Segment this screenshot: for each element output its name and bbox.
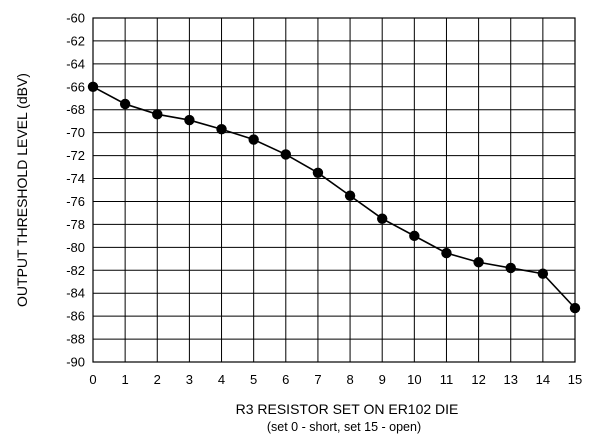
x-tick-label-1: 1 [122,372,129,387]
data-point-9 [377,213,387,223]
data-point-2 [152,109,162,119]
y-tick-labels: -60 -62 -64 -66 -68 -70 -72 -74 -76 -78 -80 -82 -84 -… [66,11,85,370]
y-tick-label-13: -86 [66,309,85,324]
y-tick-label-2: -64 [66,56,85,71]
y-tick-label-1: -62 [66,33,85,48]
x-tick-label-13: 13 [503,372,517,387]
x-tick-label-0: 0 [89,372,96,387]
x-tick-labels: 0 1 2 3 4 5 6 7 8 9 10 11 12 13 14 15 [89,372,582,387]
y-tick-label-0: -60 [66,11,85,26]
x-tick-label-10: 10 [407,372,421,387]
data-point-10 [409,231,419,241]
y-tick-label-14: -88 [66,332,85,347]
y-axis-label: OUTPUT THRESHOLD LEVEL (dBV) [14,73,30,307]
data-point-3 [184,115,194,125]
y-tick-label-6: -72 [66,148,85,163]
data-point-14 [538,269,548,279]
series-line [93,87,575,308]
data-point-8 [345,191,355,201]
x-tick-label-14: 14 [536,372,550,387]
y-tick-label-11: -82 [66,263,85,278]
x-tick-label-3: 3 [186,372,193,387]
data-point-4 [216,124,226,134]
y-tick-label-10: -80 [66,240,85,255]
x-tick-label-5: 5 [250,372,257,387]
grid [93,18,575,362]
data-point-7 [313,168,323,178]
x-tick-label-11: 11 [440,372,454,387]
x-axis-sublabel: (set 0 - short, set 15 - open) [267,420,421,434]
data-point-5 [248,134,258,144]
x-tick-label-8: 8 [346,372,353,387]
y-tick-label-4: -68 [66,102,85,117]
x-tick-label-7: 7 [314,372,321,387]
y-tick-label-9: -78 [66,217,85,232]
series [88,82,580,314]
data-point-6 [281,149,291,159]
data-point-11 [441,248,451,258]
y-tick-label-8: -76 [66,194,85,209]
y-tick-label-3: -66 [66,79,85,94]
y-tick-label-7: -74 [66,171,85,186]
data-point-1 [120,99,130,109]
x-axis-label: R3 RESISTOR SET ON ER102 DIE [236,401,459,417]
data-point-15 [570,303,580,313]
x-tick-label-2: 2 [154,372,161,387]
data-point-12 [473,257,483,267]
x-tick-label-4: 4 [218,372,225,387]
x-tick-label-12: 12 [471,372,485,387]
x-tick-label-9: 9 [379,372,386,387]
y-tick-label-5: -70 [66,125,85,140]
x-tick-label-6: 6 [282,372,289,387]
x-tick-label-15: 15 [568,372,582,387]
data-point-13 [506,263,516,273]
y-tick-label-15: -90 [66,355,85,370]
data-point-0 [88,82,98,92]
y-tick-label-12: -84 [66,286,85,301]
plot-frame [93,18,575,362]
